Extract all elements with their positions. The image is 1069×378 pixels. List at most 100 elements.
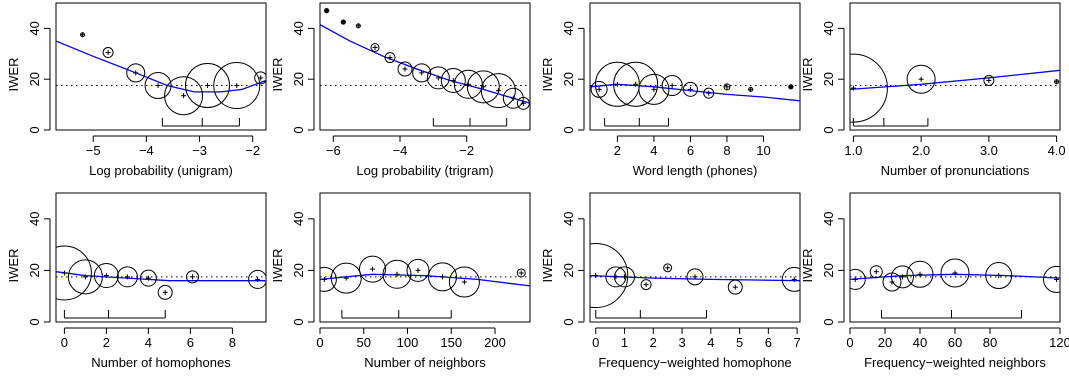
data-point-circle [406, 258, 430, 282]
data-point-circle [850, 268, 866, 290]
plot-frame [849, 192, 1061, 323]
plot-frame [589, 192, 801, 323]
x-tick-label: 6 [765, 335, 772, 350]
y-tick-label: 0 [291, 318, 306, 325]
data-point-circle [906, 64, 936, 94]
y-tick-label: 40 [27, 212, 42, 226]
x-axis-label: Frequency−weighted homophone [598, 355, 791, 370]
x-tick-label: −2 [459, 143, 474, 158]
data-point-circle [330, 262, 362, 294]
x-tick-label: 2.0 [912, 143, 930, 158]
data-point-circle [985, 262, 1013, 290]
y-tick-label: 40 [27, 21, 42, 35]
plot-frame [319, 2, 531, 131]
data-point-circle [640, 279, 652, 291]
y-axis-label: IWER [800, 249, 815, 283]
plot-area [590, 243, 800, 319]
x-tick-label: 0 [316, 335, 323, 350]
data-point-circle [412, 63, 432, 83]
y-tick-label: 0 [561, 318, 576, 325]
data-point-circle [186, 270, 199, 284]
chart-panel-6: 0 50 100 150 200 0 20 40 Number of neighbors IWER [270, 192, 531, 370]
x-axis-label: Word length (phones) [633, 163, 758, 178]
data-point-circle [67, 259, 103, 295]
y-tick-label: 0 [821, 318, 836, 325]
x-tick-label: 200 [484, 335, 506, 350]
plot-area [320, 255, 530, 319]
x-tick-label: 40 [913, 335, 927, 350]
data-point-circle [370, 42, 380, 52]
smooth-line [320, 273, 530, 287]
y-axis-label: IWER [270, 58, 285, 92]
y-axis-label: IWER [6, 58, 21, 92]
y-tick-label: 0 [561, 126, 576, 133]
data-point-circle [126, 63, 146, 83]
y-axis-label: IWER [6, 249, 21, 283]
chart-panel-7: 0 1 2 3 4 5 6 7 0 20 40 Frequency−weighted homophon… [540, 192, 801, 370]
x-tick-label: 2 [614, 143, 621, 158]
data-point-circle [213, 62, 261, 110]
x-tick-label: −3 [192, 143, 207, 158]
x-tick-label: −6 [326, 143, 341, 158]
y-tick-label: 40 [561, 212, 576, 226]
x-tick-label: 1 [621, 335, 628, 350]
plot-area [850, 53, 1060, 127]
x-tick-label: 0 [846, 335, 853, 350]
data-point-circle [157, 284, 173, 300]
plot-frame [589, 2, 801, 131]
data-point-circle [448, 266, 480, 298]
plot-area [320, 8, 530, 127]
plot-area [850, 258, 1060, 319]
x-axis-label: Number of pronunciations [881, 163, 1030, 178]
y-tick-label: 20 [27, 263, 42, 277]
y-tick-label: 40 [821, 21, 836, 35]
smooth-line [56, 271, 266, 282]
data-point-circle [102, 47, 114, 59]
data-point-circle [682, 81, 698, 97]
plot-area [56, 32, 266, 127]
y-tick-label: 20 [821, 263, 836, 277]
plot-frame [319, 192, 531, 323]
y-tick-label: 20 [291, 72, 306, 86]
x-tick-label: 3.0 [980, 143, 998, 158]
data-point-circle [686, 268, 704, 286]
x-tick-label: 60 [948, 335, 962, 350]
data-point-circle [516, 96, 530, 110]
x-tick-label: 8 [723, 143, 730, 158]
chart-panel-2: −6 −4 −2 0 20 40 Log probability (trigram) IWER [270, 2, 531, 178]
data-point-circle [144, 72, 172, 100]
data-point-circle [164, 76, 204, 116]
y-tick-label: 20 [27, 72, 42, 86]
data-point-circle [638, 73, 670, 105]
x-axis-label: Frequency−weighted neighbors [864, 355, 1046, 370]
data-point-circle [185, 63, 231, 109]
x-tick-label: 6 [187, 335, 194, 350]
x-tick-label: 2 [650, 335, 657, 350]
data-point-circle [428, 262, 457, 292]
y-axis-label: IWER [800, 58, 815, 92]
data-point-circle [116, 266, 138, 288]
data-point-circle [426, 66, 450, 90]
chart-panel-1: −5 −4 −3 −2 0 20 40 Log probability (unigram) IW… [6, 2, 267, 178]
plot-area [590, 61, 800, 127]
x-tick-label: 120 [1049, 335, 1069, 350]
y-tick-label: 20 [291, 263, 306, 277]
x-tick-label: −2 [245, 143, 260, 158]
smooth-line [590, 83, 800, 102]
data-point-circle [384, 52, 396, 64]
x-tick-label: 50 [357, 335, 371, 350]
data-point-circle [703, 87, 715, 99]
x-tick-label: 4 [145, 335, 152, 350]
data-point-circle [139, 269, 157, 287]
data-point-circle [440, 67, 466, 93]
chart-panel-4: 1.0 2.0 3.0 4.0 0 20 40 Number of pronunciation… [800, 2, 1066, 178]
data-point-circle [850, 53, 888, 123]
y-tick-label: 20 [821, 72, 836, 86]
data-point-circle [727, 279, 743, 295]
x-tick-label: 150 [440, 335, 462, 350]
chart-panel-5: 0 2 4 6 8 0 20 40 Number of homophones IWER [6, 192, 267, 370]
data-point-circle [906, 260, 934, 288]
y-tick-label: 20 [561, 263, 576, 277]
plot-area [56, 245, 266, 319]
data-point-circle [516, 268, 526, 278]
